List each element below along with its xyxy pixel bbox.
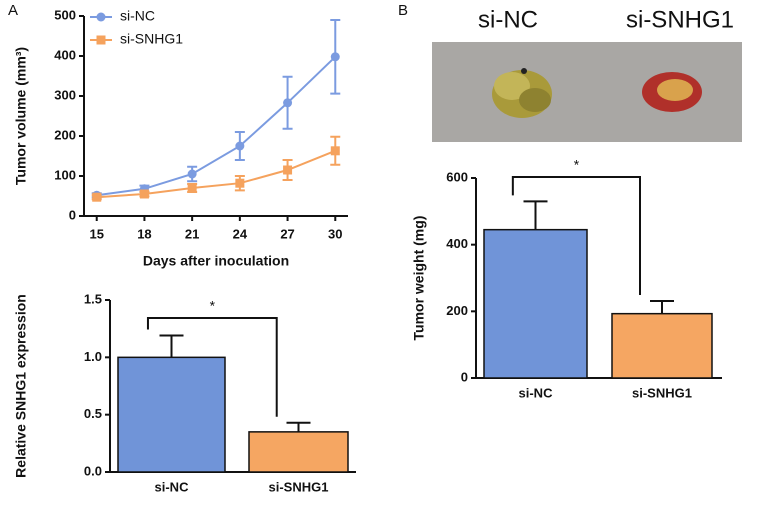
photo-label: si-NC — [478, 6, 538, 33]
significance-label: * — [574, 157, 580, 173]
x-tick-label: 18 — [137, 226, 151, 241]
y-tick-label: 500 — [54, 7, 76, 22]
y-tick-label: 200 — [446, 303, 468, 318]
y-tick-label: 0.5 — [84, 406, 102, 421]
series-line — [96, 56, 336, 197]
point — [139, 189, 149, 199]
point — [283, 98, 293, 108]
panel-label: A — [8, 2, 18, 19]
significance-label: * — [210, 298, 216, 314]
point — [92, 192, 102, 202]
legend-marker — [96, 12, 106, 22]
y-tick-label: 1.5 — [84, 291, 102, 306]
point — [187, 183, 197, 193]
y-tick-label: 300 — [54, 87, 76, 102]
legend-marker — [96, 35, 106, 45]
point — [283, 165, 293, 175]
y-axis-title: Relative SNHG1 expression — [13, 294, 29, 478]
x-tick-label: si-SNHG1 — [632, 385, 692, 400]
x-tick-label: si-NC — [519, 385, 554, 400]
photo-label: si-SNHG1 — [626, 6, 734, 33]
x-tick-label: 24 — [233, 226, 248, 241]
legend-label: si-NC — [120, 8, 155, 24]
point — [235, 178, 245, 188]
y-tick-label: 600 — [446, 169, 468, 184]
x-tick-label: si-SNHG1 — [269, 479, 329, 494]
bar — [117, 356, 226, 473]
point — [187, 169, 197, 179]
x-tick-label: 27 — [280, 226, 294, 241]
x-tick-label: 30 — [328, 226, 342, 241]
y-tick-label: 1.0 — [84, 349, 102, 364]
x-tick-label: 21 — [185, 226, 199, 241]
legend-label: si-SNHG1 — [120, 31, 183, 47]
point — [235, 141, 245, 151]
point — [330, 52, 340, 62]
y-tick-label: 0 — [461, 369, 468, 384]
y-tick-label: 0 — [69, 207, 76, 222]
y-tick-label: 100 — [54, 167, 76, 182]
tumor-photo — [432, 42, 742, 142]
y-axis-title: Tumor volume (mm³) — [13, 47, 29, 185]
x-axis-title: Days after inoculation — [143, 253, 289, 269]
y-tick-label: 400 — [54, 47, 76, 62]
y-tick-label: 0.0 — [84, 463, 102, 478]
y-tick-label: 200 — [54, 127, 76, 142]
bar — [483, 228, 588, 379]
x-tick-label: 15 — [89, 226, 103, 241]
bar — [248, 431, 349, 473]
point — [330, 146, 340, 156]
bar — [611, 312, 713, 379]
series-line — [96, 149, 336, 199]
significance-bracket — [511, 176, 641, 295]
panel-label: B — [398, 2, 408, 19]
x-tick-label: si-NC — [155, 479, 190, 494]
significance-bracket — [146, 317, 278, 417]
y-tick-label: 400 — [446, 236, 468, 251]
y-axis-title: Tumor weight (mg) — [411, 216, 427, 341]
